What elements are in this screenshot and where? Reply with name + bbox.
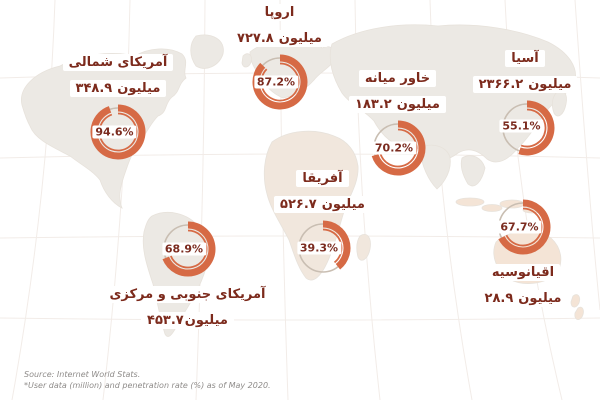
islands-indonesia	[481, 204, 503, 212]
islands-japan	[551, 90, 567, 117]
percent-label: 39.3%	[296, 241, 342, 255]
percent-label: 70.2%	[371, 141, 417, 155]
region-amount: ۷۲۷.۸	[237, 31, 274, 46]
region-amount: ۴۵۳.۷	[147, 313, 184, 328]
islands-new-zealand	[570, 294, 584, 320]
region-title: خاور میانه	[358, 70, 437, 87]
source-line-2: *User data (million) and penetration rat…	[24, 380, 271, 390]
region-amount: ۱۸۳.۲	[355, 97, 392, 112]
islands-indonesia	[455, 197, 485, 207]
donut-gauge: 68.9%	[159, 220, 217, 278]
island-greenland	[190, 34, 224, 69]
region-unit: میلیون	[321, 197, 365, 212]
region-amount: ۳۴۸.۹	[75, 81, 113, 96]
island-uk	[241, 53, 252, 68]
region-value: ۲۸.۹ میلیون	[478, 290, 568, 307]
source-line-1: Source: Internet World Stats.	[24, 369, 141, 379]
region-title: آمریکای شمالی	[62, 54, 174, 71]
region-title: آسیا	[505, 50, 545, 67]
percent-label: 55.1%	[499, 119, 544, 133]
region-unit: میلیون	[184, 313, 228, 328]
subcontinent-india	[419, 144, 451, 190]
donut-gauge: 70.2%	[369, 119, 427, 177]
island-madagascar	[356, 233, 371, 261]
region-oceania: 67.7% اقیانوسیه ۲۸.۹ میلیون	[448, 196, 598, 313]
region-africa: آفریقا ۵۲۶.۷ میلیون 39.3%	[255, 170, 390, 279]
region-value: ۴۵۳.۷ میلیون	[141, 312, 234, 329]
region-value: ۱۸۳.۲ میلیون	[349, 96, 446, 113]
donut-gauge: 55.1%	[498, 99, 555, 156]
region-unit: میلیون	[396, 97, 440, 112]
source-note: Source: Internet World Stats. *User data…	[24, 369, 271, 391]
region-middle-east: خاور میانه ۱۸۳.۲ میلیون 70.2%	[330, 70, 465, 179]
region-north-america: آمریکای شمالی ۳۴۸.۹ میلیون 94.6%	[40, 54, 196, 163]
region-title: آفریقا	[296, 170, 349, 187]
region-value: ۷۲۷.۸ میلیون	[231, 30, 328, 47]
percent-label: 68.9%	[161, 242, 207, 256]
region-title: اقیانوسیه	[485, 264, 561, 281]
region-south-central-america: 68.9% آمریکای جنوبی و مرکزی ۴۵۳.۷ میلیون	[100, 218, 275, 335]
region-unit: میلیون	[117, 81, 161, 96]
donut-gauge: 67.7%	[494, 198, 552, 256]
region-unit: میلیون	[278, 31, 322, 46]
region-value: ۳۴۸.۹ میلیون	[69, 80, 167, 97]
percent-label: 67.7%	[497, 220, 542, 234]
region-europe: اروپا ۷۲۷.۸ میلیون 87.2%	[212, 4, 347, 113]
region-asia: آسیا ۲۳۶۶.۲ میلیون 55.1%	[460, 50, 590, 156]
region-amount: ۵۲۶.۷	[280, 197, 317, 212]
donut-gauge: 87.2%	[251, 53, 309, 111]
peninsula-se-asia	[460, 155, 486, 187]
region-value: ۵۲۶.۷ میلیون	[274, 196, 371, 213]
region-title: آمریکای جنوبی و مرکزی	[103, 286, 272, 303]
region-amount: ۲۸.۹	[484, 291, 514, 306]
percent-label: 94.6%	[92, 125, 137, 139]
region-value: ۲۳۶۶.۲ میلیون	[472, 76, 578, 93]
percent-label: 87.2%	[253, 75, 299, 89]
donut-gauge: 39.3%	[294, 219, 352, 277]
region-amount: ۲۳۶۶.۲	[478, 77, 524, 92]
region-unit: میلیون	[518, 291, 562, 306]
region-unit: میلیون	[528, 77, 572, 92]
donut-gauge: 94.6%	[89, 103, 147, 161]
region-title: اروپا	[258, 4, 301, 21]
